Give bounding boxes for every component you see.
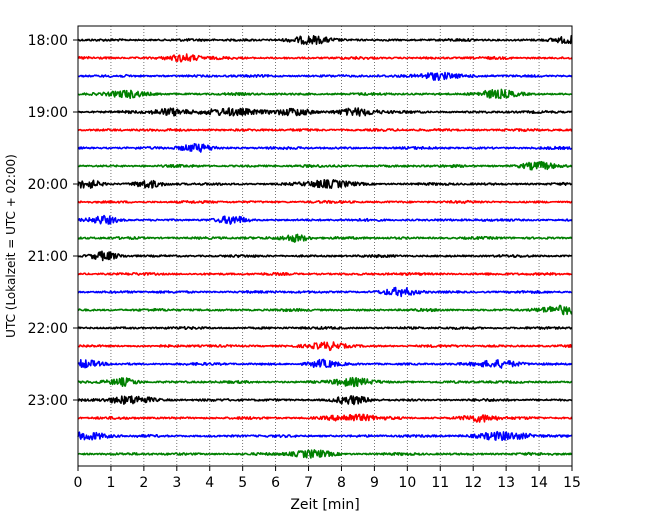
trace-line: [77, 214, 573, 225]
plot-frame: [77, 25, 573, 467]
trace-line: [77, 286, 573, 298]
x-tick-label: 8: [337, 475, 346, 491]
trace-line: [77, 271, 573, 277]
x-tick-label: 11: [431, 475, 449, 491]
seismic-traces: [77, 34, 573, 459]
x-tick-label: 0: [74, 475, 83, 491]
trace-line: [77, 449, 573, 459]
y-tick-label: 18:00: [28, 33, 68, 49]
y-tick-label: 20:00: [28, 177, 68, 193]
trace-line: [77, 160, 573, 171]
trace-line: [77, 34, 573, 46]
y-tick-label: 19:00: [28, 105, 68, 121]
x-tick-label: 13: [497, 475, 515, 491]
x-tick-label: 10: [398, 475, 416, 491]
y-tick-label: 22:00: [28, 321, 68, 337]
x-tick-label: 7: [304, 475, 313, 491]
x-tick-label: 4: [205, 475, 214, 491]
x-tick-label: 15: [563, 475, 581, 491]
x-tick-label: 12: [464, 475, 482, 491]
trace-line: [77, 430, 573, 442]
x-tick-label: 14: [530, 475, 548, 491]
trace-line: [77, 53, 573, 63]
trace-line: [77, 127, 573, 133]
trace-line: [77, 395, 573, 406]
trace-line: [77, 199, 573, 205]
x-tick-label: 1: [106, 475, 115, 491]
trace-line: [77, 250, 573, 262]
x-tick-label: 2: [139, 475, 148, 491]
trace-line: [77, 107, 573, 117]
grid-lines: [110, 26, 540, 466]
trace-line: [77, 71, 573, 81]
trace-line: [77, 413, 573, 423]
trace-line: [77, 142, 573, 153]
x-axis-ticks: 0 1 2 3 4 5 6 7 8 9 10 11 12 13 14 15: [74, 466, 581, 491]
trace-line: [77, 376, 573, 388]
x-tick-label: 5: [238, 475, 247, 491]
y-axis-label: UTC (Lokalzeit = UTC + 02:00): [4, 154, 18, 338]
trace-line: [77, 178, 573, 189]
x-tick-label: 6: [271, 475, 280, 491]
trace-line: [77, 358, 573, 369]
trace-line: [77, 304, 573, 316]
x-axis-label: Zeit [min]: [290, 497, 359, 513]
trace-line: [77, 88, 573, 100]
y-tick-label: 21:00: [28, 249, 68, 265]
trace-line: [77, 341, 573, 352]
y-axis-ticks: 18:00 19:00 20:00 21:00 22:00 23:00: [28, 33, 78, 409]
x-tick-label: 3: [172, 475, 181, 491]
y-tick-label: 23:00: [28, 393, 68, 409]
trace-line: [77, 233, 573, 243]
trace-line: [77, 325, 573, 330]
x-tick-label: 9: [370, 475, 379, 491]
